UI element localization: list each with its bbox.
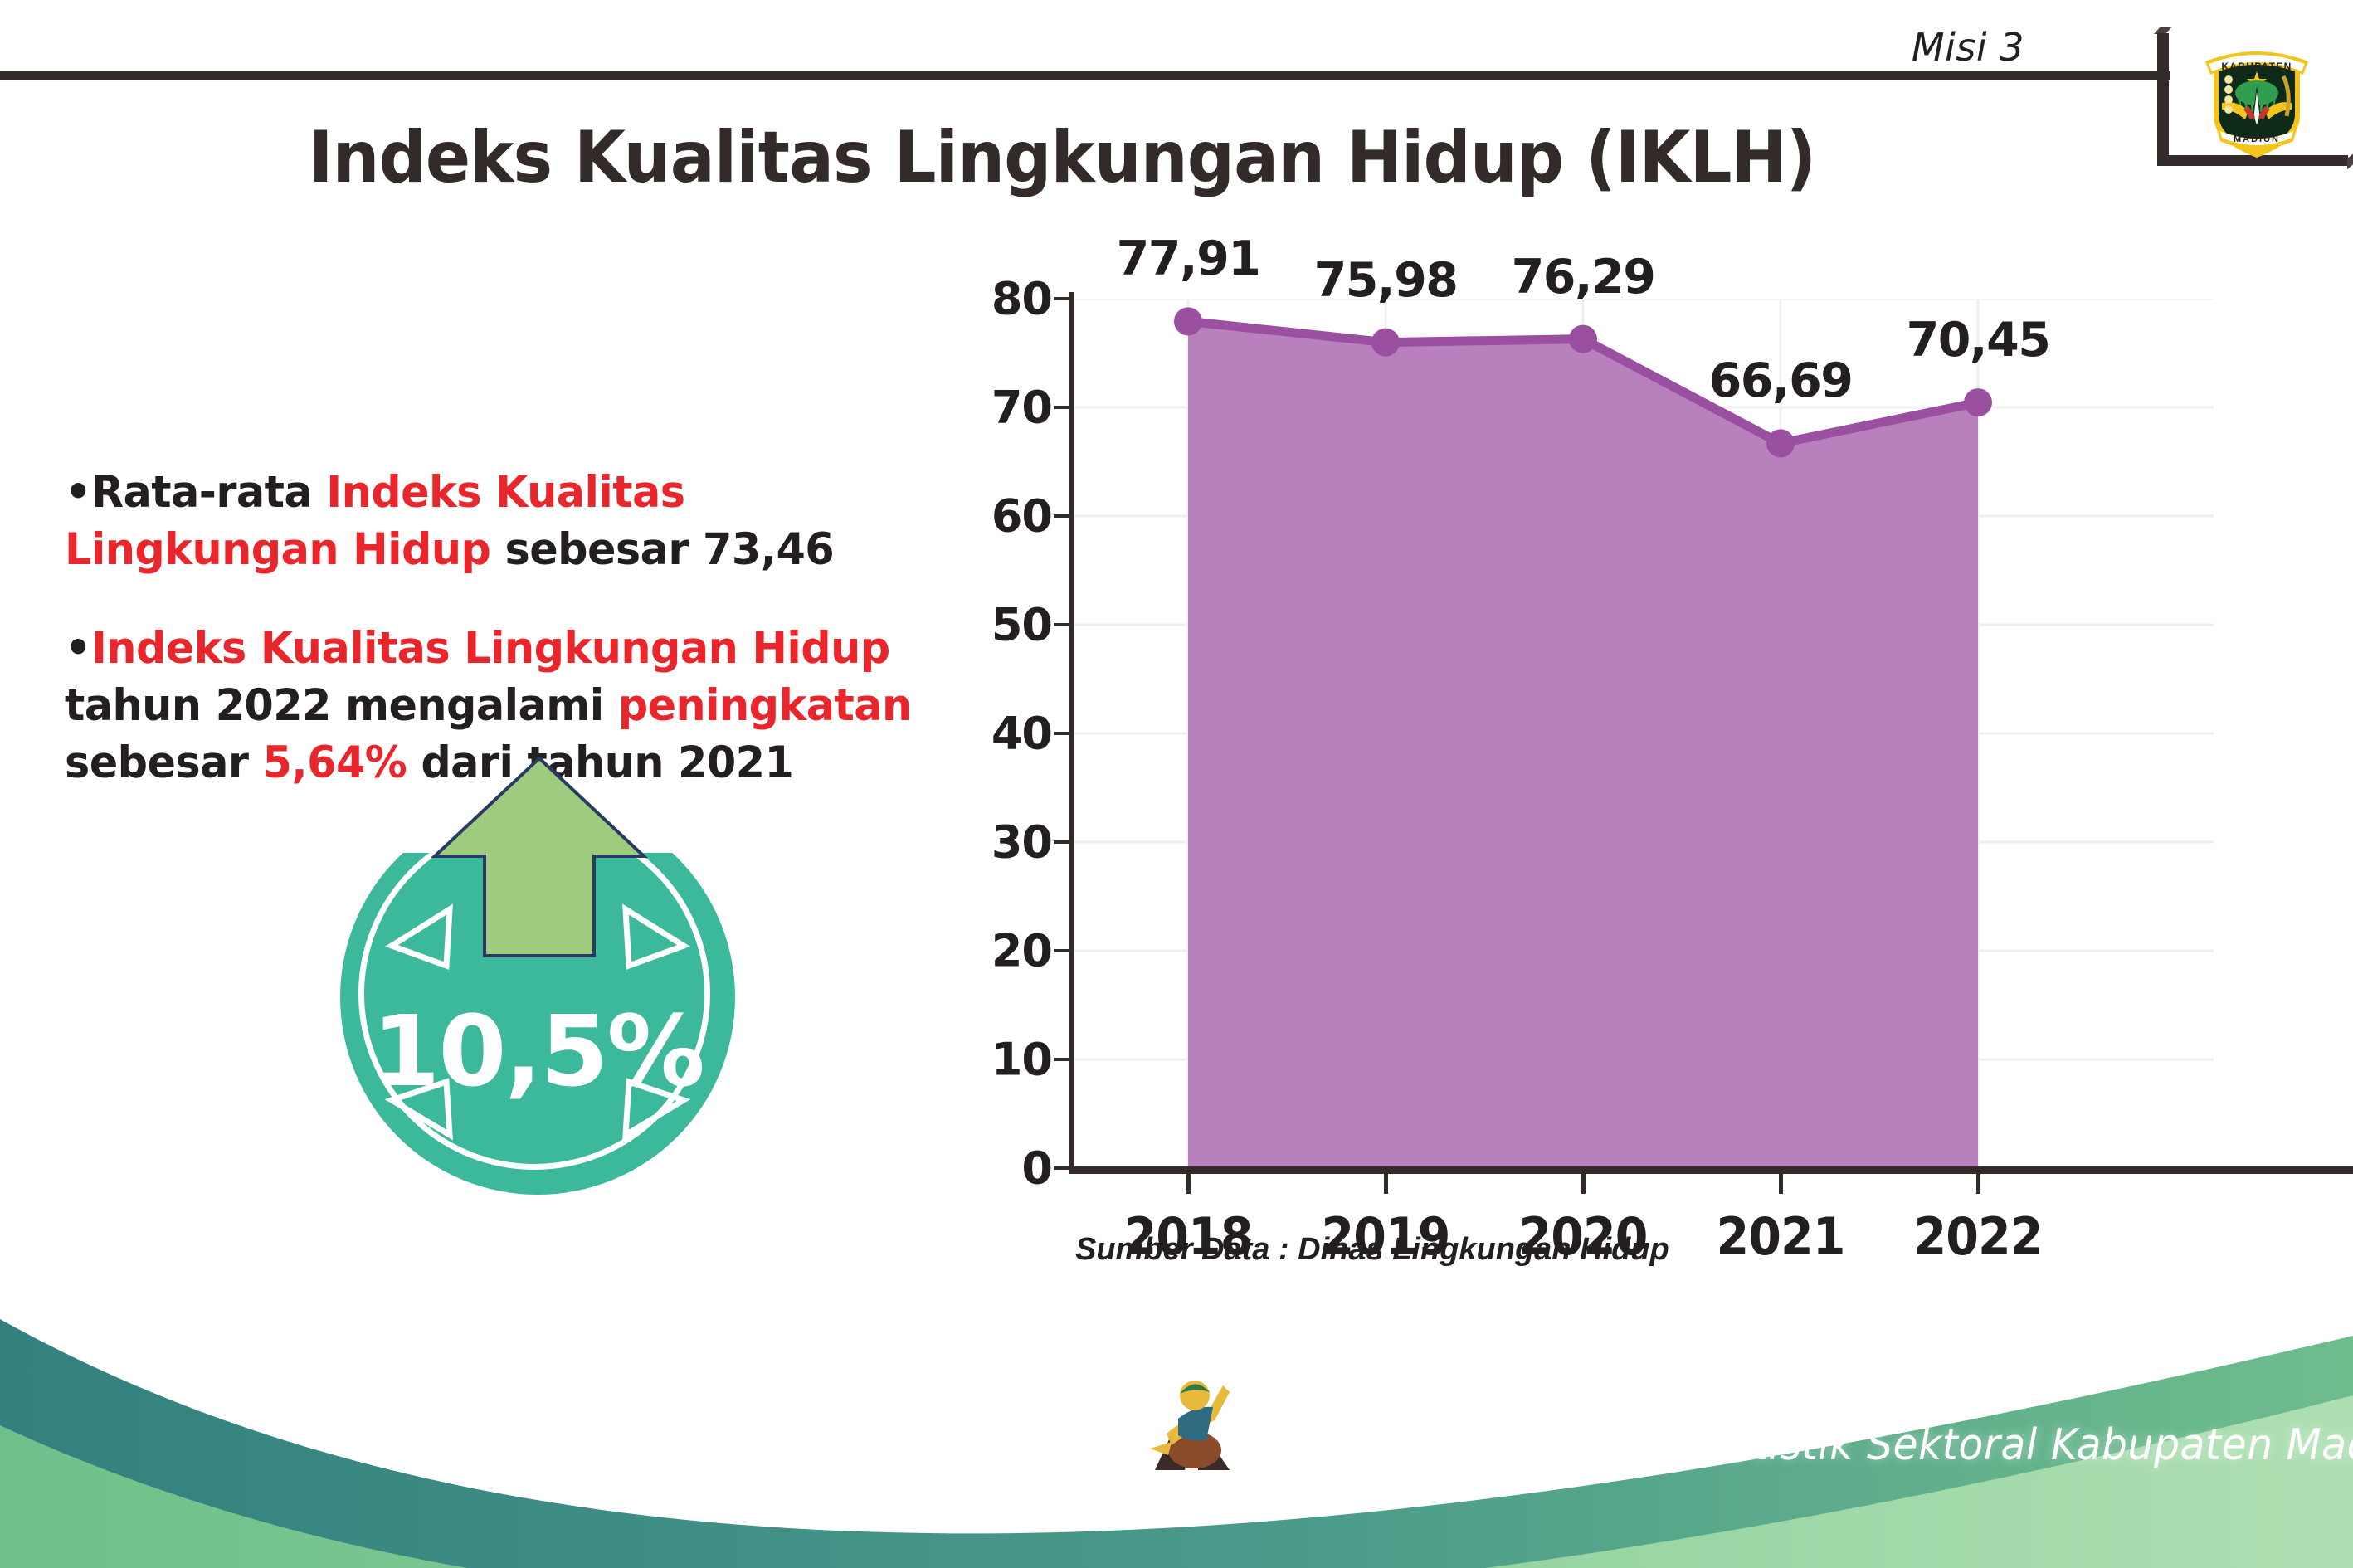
chart-x-tick-mark (1186, 1174, 1191, 1194)
footer-banner: Media Infografis Data Statistik Sektoral… (0, 1286, 2353, 1568)
chart-x-tick-label: 2022 (1913, 1206, 2043, 1267)
chart-source-note: Sumber Data : Dinas Lingkungan Hidup (1075, 1232, 1669, 1267)
chart-x-tick-label: 2020 (1518, 1206, 1648, 1267)
chart-data-point-marker[interactable] (1174, 307, 1202, 336)
footer-caption: Media Infografis Data Statistik Sektoral… (1228, 1420, 2353, 1470)
chart-y-tick-label: 0 (1021, 1142, 1053, 1195)
bullet-item: •Indeks Kualitas Lingkungan Hidup tahun … (65, 621, 957, 792)
chart-x-tick-mark (1976, 1174, 1980, 1194)
chart-y-tick-label: 70 (991, 381, 1053, 434)
chart-data-point-marker[interactable] (1766, 429, 1795, 458)
chart-y-tick-label: 40 (991, 707, 1053, 760)
chart-y-tick-mark (1054, 949, 1072, 952)
chart-data-point-marker[interactable] (1569, 324, 1597, 353)
bullet-plain-text: •Rata-rata (65, 467, 327, 518)
badge-circle: 10,5% (340, 853, 735, 1195)
chart-x-tick-mark (1779, 1174, 1783, 1194)
bullet-item: •Rata-rata Indeks Kualitas Lingkungan Hi… (65, 465, 957, 579)
chart-y-tick-mark (1054, 514, 1072, 518)
chart-y-tick-mark (1054, 840, 1072, 844)
chart-x-tick-mark (1384, 1174, 1388, 1194)
chart-y-tick-mark (1054, 406, 1072, 409)
badge-inner-ring (358, 853, 710, 1170)
chart-x-tick-label: 2019 (1321, 1206, 1450, 1267)
chart-y-tick-label: 80 (991, 272, 1053, 325)
chart-y-tick-mark (1054, 732, 1072, 735)
chart-data-label: 70,45 (1906, 313, 2051, 368)
chart-y-tick-label: 10 (991, 1033, 1053, 1086)
chart-y-tick-label: 50 (991, 598, 1053, 651)
logo-frame-bracket (2153, 27, 2353, 170)
svg-text:KABUPATEN: KABUPATEN (2221, 61, 2292, 72)
media-infografis-logo-icon (1143, 1369, 1243, 1485)
chart-y-tick-mark (1054, 623, 1072, 626)
chart-data-label: 76,29 (1511, 249, 1656, 304)
bullet-highlight-text: Indeks Kualitas Lingkungan Hidup (90, 622, 890, 674)
bullet-plain-text: tahun 2022 mengalami (65, 679, 618, 731)
badge-corner-arrow-icons (384, 903, 691, 1141)
bullet-plain-text: • (65, 622, 92, 674)
logo-frame-vertical-bar (2157, 33, 2169, 166)
chart-data-point-marker[interactable] (1964, 388, 1992, 417)
chart-x-tick-label: 2021 (1716, 1206, 1845, 1267)
chart-x-tick-label: 2018 (1123, 1206, 1253, 1267)
chart-y-tick-mark (1054, 1058, 1072, 1061)
chart-series-svg (1070, 297, 2214, 1168)
header-divider-rule (0, 71, 2170, 80)
chart-data-label: 66,69 (1708, 353, 1854, 409)
chart-y-tick-mark (1054, 1166, 1072, 1170)
chart-y-tick-label: 30 (991, 816, 1053, 869)
chart-data-label: 77,91 (1116, 231, 1261, 287)
chart-area-fill (1188, 321, 1978, 1168)
badge-percentage-value: 10,5% (372, 994, 704, 1108)
chart-y-tick-label: 60 (991, 489, 1053, 543)
kabupaten-madiun-logo-icon: KABUPATEN MADIUN (2197, 37, 2316, 161)
chart-data-label: 75,98 (1313, 252, 1459, 308)
chart-data-point-marker[interactable] (1371, 328, 1400, 357)
bullet-plain-text: dari tahun 2021 (407, 737, 794, 788)
logo-frame-horizontal-bar (2157, 155, 2348, 166)
page-title: Indeks Kualitas Lingkungan Hidup (IKLH) (308, 116, 1816, 199)
chart-plot-area (1070, 297, 2214, 1168)
logo-frame-horizontal-cap (2347, 151, 2353, 170)
bullet-list: •Rata-rata Indeks Kualitas Lingkungan Hi… (65, 465, 994, 791)
up-arrow-icon (430, 755, 649, 962)
svg-text:MADIUN: MADIUN (2234, 134, 2280, 144)
bullet-plain-text: sebesar (65, 737, 263, 788)
chart-y-tick-label: 20 (991, 924, 1053, 977)
growth-badge: 10,5% (330, 755, 745, 1195)
bullet-highlight-text: peningkatan (617, 679, 913, 731)
bullet-highlight-text: 5,64% (262, 737, 407, 788)
misi-label: Misi 3 (1911, 25, 2024, 70)
iklh-area-chart: 0 10 20 30 40 50 60 70 80 2018 77,91 2019 75,98 2020 7… (979, 231, 2353, 1269)
footer-wave-graphic (0, 1319, 2353, 1568)
bullet-plain-text: sebesar 73,46 (490, 523, 835, 575)
chart-y-tick-mark (1054, 297, 1072, 300)
chart-x-axis-line (1069, 1166, 2353, 1174)
chart-x-tick-mark (1581, 1174, 1586, 1194)
bullet-highlight-text: Indeks Kualitas Lingkungan Hidup (65, 467, 685, 575)
